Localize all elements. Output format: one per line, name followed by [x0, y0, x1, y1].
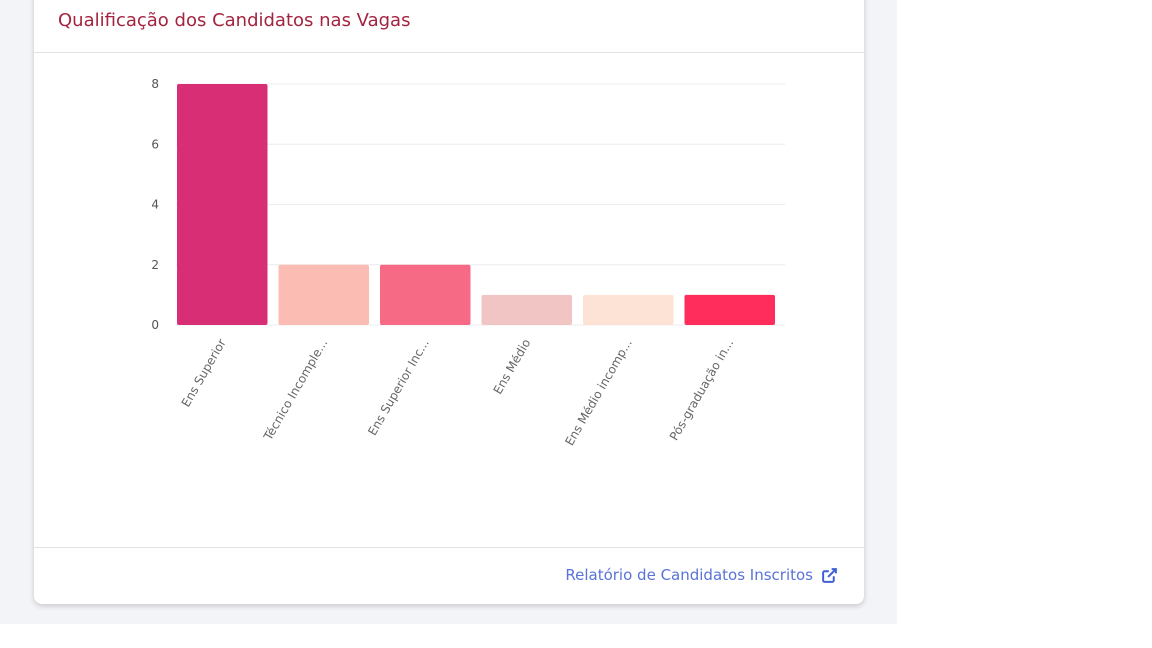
card-title: Qualificação dos Candidatos nas Vagas: [58, 10, 411, 31]
x-tick-label: Ens Médio incomp...: [562, 337, 634, 449]
x-tick-label: Técnico Incomple...: [260, 337, 330, 444]
bar[interactable]: [278, 264, 370, 325]
y-tick-label: 8: [151, 77, 159, 91]
candidates-report-link[interactable]: Relatório de Candidatos Inscritos: [565, 566, 838, 584]
external-link-icon: [822, 567, 837, 583]
bar[interactable]: [583, 294, 674, 325]
y-tick-label: 4: [151, 198, 159, 212]
bar[interactable]: [684, 294, 776, 325]
x-tick-label: Ens Médio: [491, 337, 534, 397]
y-tick-label: 6: [151, 137, 159, 151]
y-tick-label: 2: [151, 258, 159, 272]
bar[interactable]: [380, 264, 471, 325]
bar[interactable]: [177, 84, 268, 325]
x-tick-label: Ens Superior: [179, 336, 229, 409]
header-divider: [34, 52, 864, 53]
bar[interactable]: [481, 294, 573, 325]
x-tick-label: Pós-graduação in...: [667, 337, 736, 443]
x-tick-label: Ens Superior Inc...: [365, 337, 432, 438]
y-tick-label: 0: [151, 318, 159, 332]
report-link-label: Relatório de Candidatos Inscritos: [565, 566, 813, 584]
footer-divider: [34, 547, 864, 548]
